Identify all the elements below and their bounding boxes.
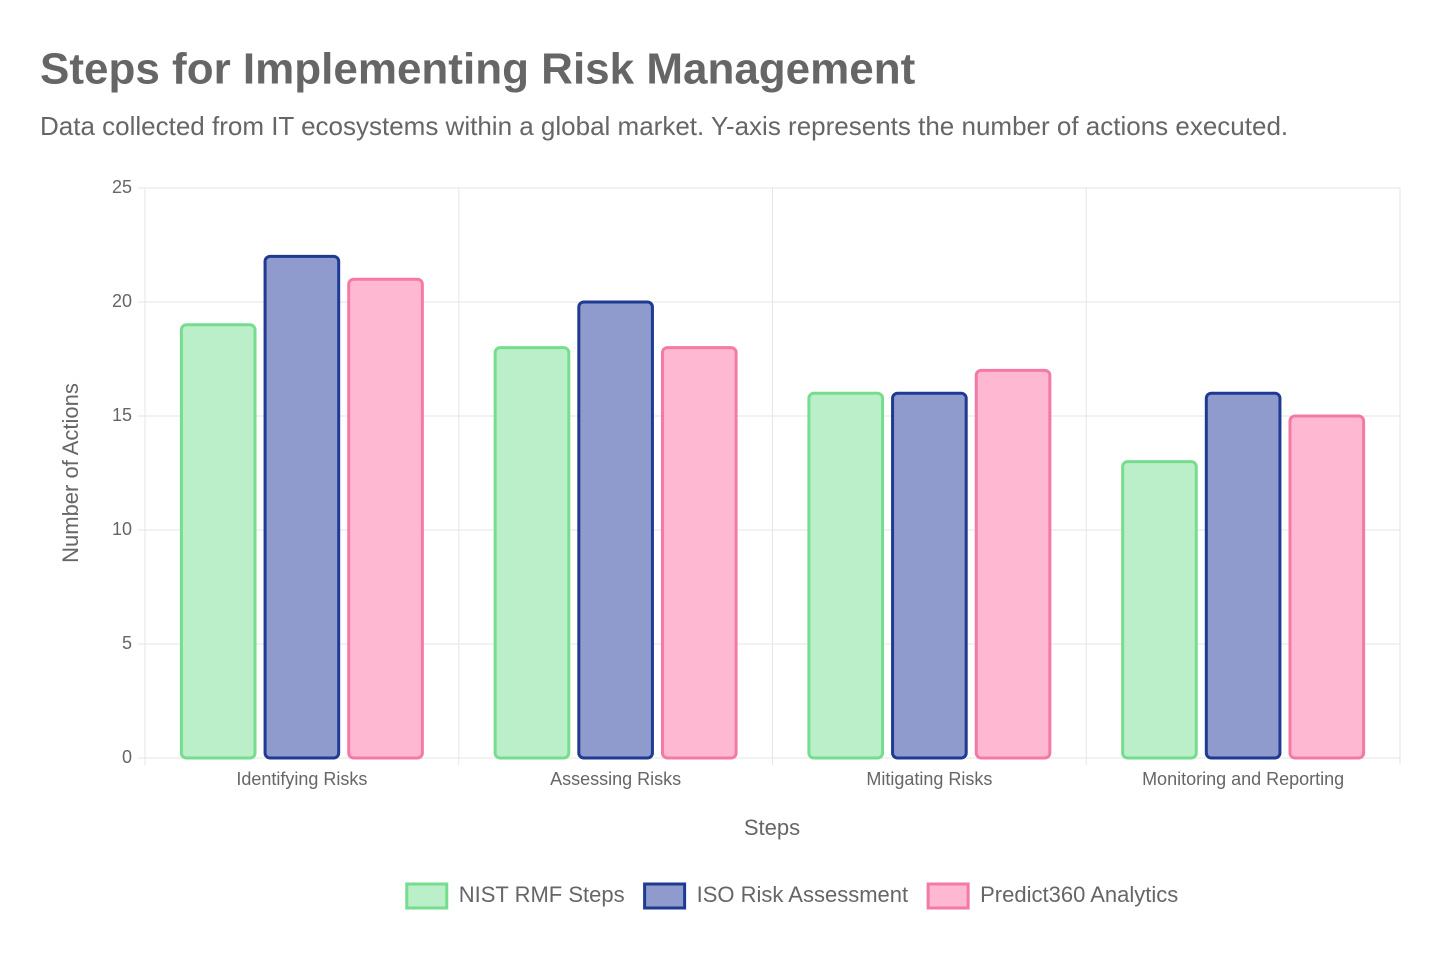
bar [660, 346, 738, 760]
bar [807, 391, 885, 760]
legend-label: NIST RMF Steps [459, 882, 625, 907]
bar [263, 254, 341, 760]
legend-swatch [926, 882, 970, 910]
x-tick-label: Monitoring and Reporting [1142, 769, 1344, 789]
x-tick-label: Mitigating Risks [866, 769, 992, 789]
y-axis-title: Number of Actions [58, 383, 83, 563]
chart-title: Steps for Implementing Risk Management [40, 45, 916, 94]
legend-label: ISO Risk Assessment [697, 882, 909, 907]
x-tick-label: Identifying Risks [236, 769, 367, 789]
legend-label: Predict360 Analytics [980, 882, 1178, 907]
y-tick-label: 0 [122, 747, 132, 767]
chart-subtitle: Data collected from IT ecosystems within… [40, 111, 1288, 141]
bar [577, 300, 654, 760]
y-tick-label: 10 [112, 519, 132, 539]
bar [891, 391, 968, 760]
y-tick-label: 20 [112, 291, 132, 311]
legend-swatch [405, 882, 449, 910]
x-axis-title: Steps [744, 815, 800, 840]
bar [1204, 391, 1282, 760]
bar [974, 368, 1052, 760]
y-tick-label: 25 [112, 177, 132, 197]
bar [1288, 414, 1366, 760]
legend-swatch [643, 882, 687, 910]
y-tick-label: 15 [112, 405, 132, 425]
bar [1121, 460, 1198, 760]
bar [347, 277, 424, 760]
bar [179, 323, 257, 760]
y-tick-label: 5 [122, 633, 132, 653]
bar [493, 346, 571, 760]
x-tick-label: Assessing Risks [550, 769, 681, 789]
